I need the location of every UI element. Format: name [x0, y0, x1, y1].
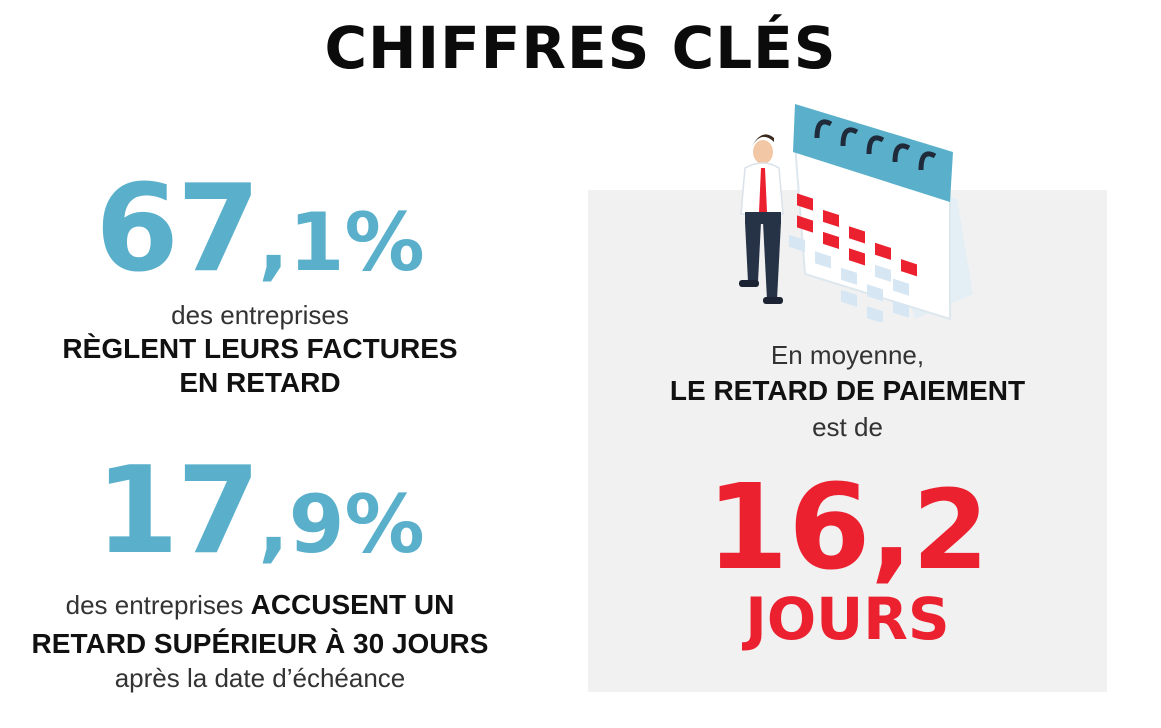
highlight-line1: En moyenne, [770, 340, 925, 370]
stat-caption-line1: des entreprises [171, 300, 349, 330]
stat-value-decimal: ,1% [258, 196, 425, 289]
highlight-value: 16,2 [588, 468, 1107, 586]
highlight-unit: JOURS [745, 585, 950, 653]
highlight-value-integer: 16 [706, 458, 871, 596]
page-title: CHIFFRES CLÉS [324, 14, 837, 82]
stat-caption-light: des entreprises [65, 590, 251, 620]
stat-caption-line2: RETARD SUPÉRIEUR À 30 JOURS [31, 628, 489, 659]
stat-value: 67,1% [0, 170, 520, 290]
stat-caption-line1: des entreprises ACCUSENT UN [0, 590, 520, 625]
stat-caption-line3: EN RETARD [179, 367, 341, 398]
stat-value: 17,9% [0, 452, 520, 572]
stat-value-integer: 17 [95, 442, 260, 581]
highlight-line3: est de [812, 412, 883, 442]
businessman-with-calendar-icon [739, 104, 973, 322]
stat-caption-line2: RÈGLENT LEURS FACTURES [62, 333, 458, 364]
stat-caption-line3: après la date d’échéance [114, 663, 406, 693]
highlight-line2: LE RETARD DE PAIEMENT [669, 375, 1026, 406]
stat-unpaid-late: 67,1% des entreprises RÈGLENT LEURS FACT… [0, 170, 520, 398]
stat-over-30-days: 17,9% des entreprises ACCUSENT UN RETARD… [0, 452, 520, 694]
highlight-value-decimal: ,2 [870, 466, 989, 594]
stat-value-integer: 67 [95, 160, 260, 299]
stat-caption-strong: ACCUSENT UN [250, 589, 455, 620]
stat-value-decimal: ,9% [258, 478, 425, 571]
